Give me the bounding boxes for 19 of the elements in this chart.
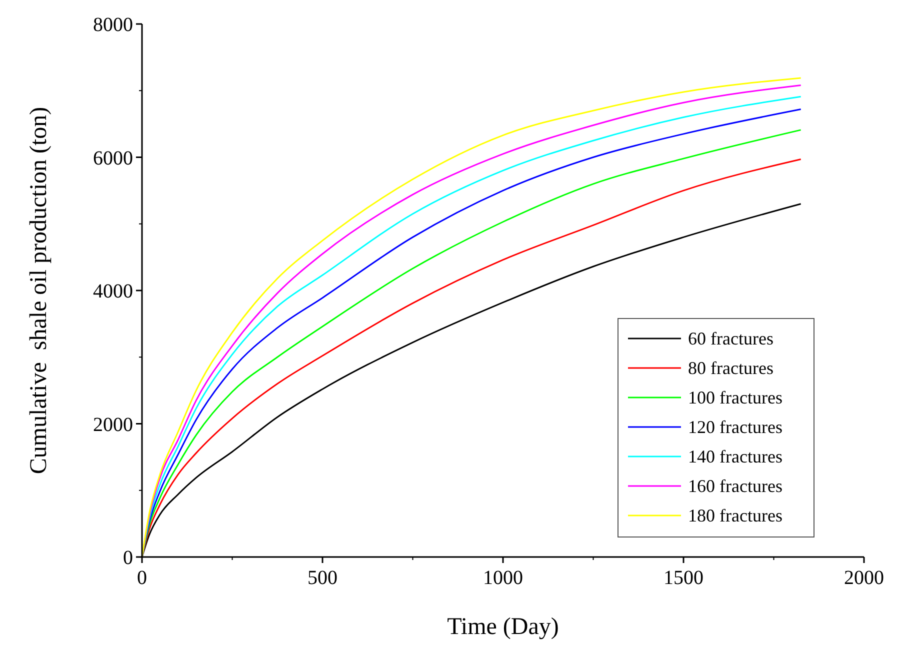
legend-label: 60 fractures	[688, 328, 774, 348]
y-axis-title: Cumulative shale oil production (ton)	[26, 106, 52, 474]
y-tick-label: 2000	[93, 414, 133, 436]
y-tick-label: 8000	[93, 14, 133, 36]
legend-label: 100 fractures	[688, 388, 782, 408]
legend-label: 120 fractures	[688, 417, 782, 437]
x-tick-label: 0	[137, 567, 147, 589]
x-tick-label: 500	[308, 567, 338, 589]
legend-label: 80 fractures	[688, 358, 774, 378]
x-axis-title: Time (Day)	[447, 614, 559, 640]
x-tick-label: 1000	[483, 567, 523, 589]
y-tick-label: 6000	[93, 147, 133, 170]
x-tick-label: 1500	[664, 567, 704, 589]
y-tick-label: 0	[123, 547, 133, 569]
legend-label: 140 fractures	[688, 446, 782, 466]
x-tick-label: 2000	[844, 567, 884, 589]
y-tick-label: 4000	[93, 280, 133, 302]
legend-label: 160 fractures	[688, 476, 782, 496]
legend-label: 180 fractures	[688, 506, 782, 526]
